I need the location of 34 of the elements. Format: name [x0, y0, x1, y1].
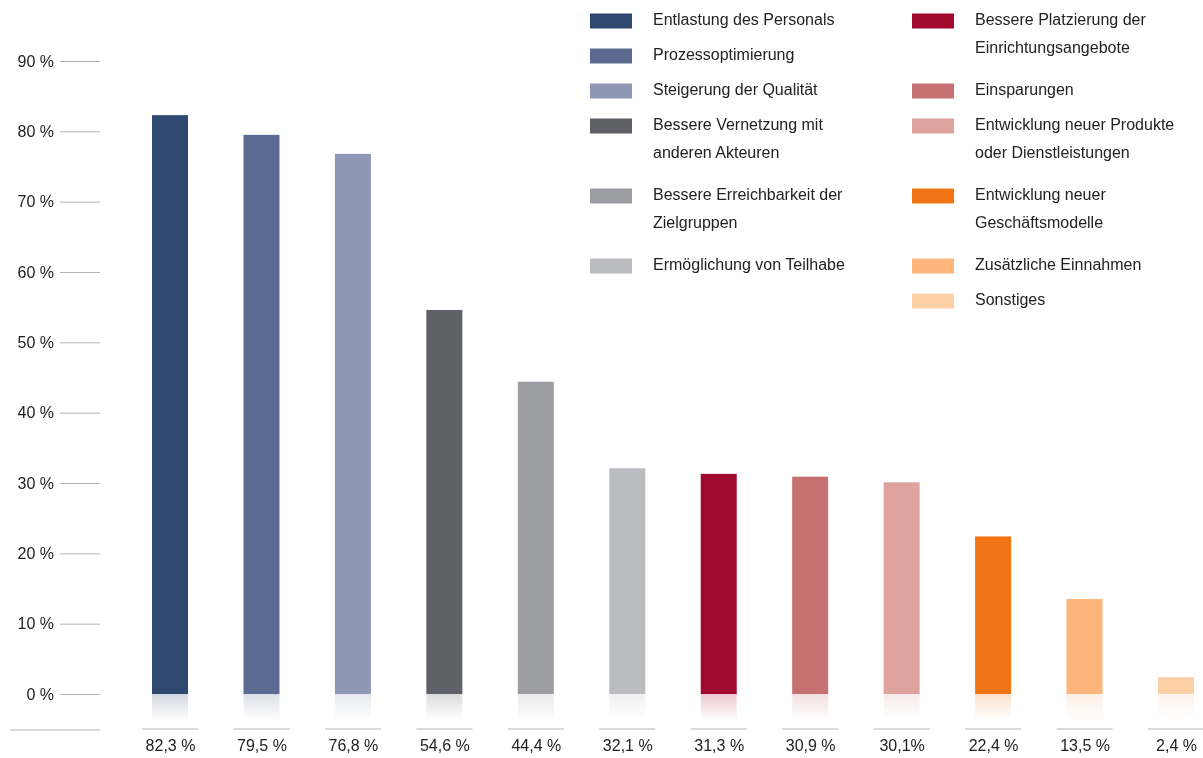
x-tick-label: 13,5 % [1060, 737, 1110, 755]
y-tick-label: 30 % [17, 474, 54, 492]
x-tick-label: 54,6 % [419, 737, 470, 755]
x-tick-label: 82,3 % [145, 737, 196, 755]
y-tick-label: 40 % [17, 404, 54, 422]
legend-label: Ermöglichung von Teilhabe [653, 256, 845, 274]
y-tick-label: 50 % [17, 333, 54, 351]
x-tick-label: 44,4 % [511, 737, 562, 755]
legend-label: Sonstiges [975, 291, 1046, 309]
legend-label: Bessere Vernetzung mit anderen Akteuren [653, 116, 824, 162]
legend-label: Steigerung der Qualität [653, 81, 819, 99]
x-tick-label: 22,4 % [968, 737, 1019, 755]
legend-label: Bessere Platzierung der Einrichtungsangebote [975, 11, 1147, 57]
legend-label: Bessere Erreichbarkeit der Zielgruppen [653, 186, 844, 232]
y-tick-label: 20 % [17, 544, 54, 562]
x-tick-label: 79,5 % [237, 737, 287, 755]
x-tick-label: 30,9 % [785, 737, 836, 755]
y-tick-label: 60 % [17, 263, 54, 281]
legend-label: Entwicklung neuer Geschäftsmodelle [975, 186, 1107, 232]
x-tick-label: 31,3 % [694, 737, 745, 755]
y-tick-label: 0 % [26, 685, 54, 703]
x-tick-label: 32,1 % [602, 737, 653, 755]
y-tick-label: 70 % [17, 193, 54, 211]
y-tick-label: 90 % [17, 52, 54, 70]
y-tick-label: 10 % [17, 615, 54, 633]
x-tick-label: 2,4 % [1156, 737, 1197, 755]
x-tick-label: 30,1% [879, 737, 925, 755]
legend-label: Prozessoptimierung [653, 46, 795, 64]
x-tick-label: 76,8 % [328, 737, 379, 755]
legend-label: Entwicklung neuer Produkte oder Dienstleistungen [975, 116, 1175, 162]
legend-label: Entlastung des Personals [653, 11, 835, 29]
legend-label: Zusätzliche Einnahmen [975, 256, 1142, 274]
y-tick-label: 80 % [17, 122, 54, 140]
legend-label: Einsparungen [975, 81, 1074, 99]
